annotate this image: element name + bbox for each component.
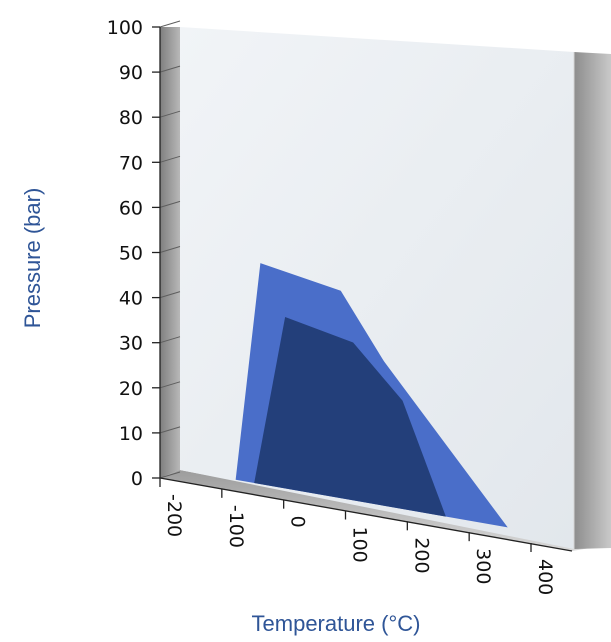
y-axis-ticks: 0 10 20 30 40 50 60 70 80 90 100 bbox=[107, 17, 160, 490]
x-axis-ticks: -200 -100 0 100 200 300 400 bbox=[159, 478, 556, 595]
side-wall-stripe bbox=[159, 110, 181, 118]
x-tick-label: 300 bbox=[472, 548, 494, 584]
y-tick-label: 90 bbox=[119, 62, 143, 84]
side-wall-stripe bbox=[159, 471, 181, 479]
y-tick-label: 20 bbox=[119, 378, 143, 400]
side-wall-stripe bbox=[159, 426, 181, 434]
side-wall-stripes bbox=[159, 20, 181, 479]
series-area-2 bbox=[254, 317, 446, 517]
y-tick-label: 70 bbox=[119, 152, 143, 174]
y-tick-label: 10 bbox=[119, 423, 143, 445]
y-tick-label: 50 bbox=[119, 243, 143, 265]
x-tick-label: -200 bbox=[163, 494, 185, 537]
x-tick-label: 100 bbox=[349, 527, 371, 563]
side-wall-stripe bbox=[159, 336, 181, 344]
side-wall-stripe bbox=[159, 291, 181, 299]
y-tick-label: 0 bbox=[131, 468, 143, 490]
side-wall-stripe bbox=[159, 155, 181, 163]
y-tick-label: 40 bbox=[119, 288, 143, 310]
side-wall-stripe bbox=[159, 246, 181, 253]
side-wall-stripe bbox=[159, 65, 181, 73]
floor-panel bbox=[160, 470, 590, 551]
y-axis-title: Pressure (bar) bbox=[20, 188, 45, 329]
x-tick-label: -100 bbox=[225, 505, 247, 548]
series-layer bbox=[235, 263, 508, 528]
y-tick-label: 30 bbox=[119, 333, 143, 355]
left-side-wall bbox=[160, 27, 180, 478]
side-wall-stripe bbox=[159, 20, 181, 28]
y-tick-label: 100 bbox=[107, 17, 143, 39]
x-axis-title: Temperature (°C) bbox=[252, 611, 421, 636]
y-tick-label: 80 bbox=[119, 107, 143, 129]
x-tick-label: 400 bbox=[534, 559, 556, 595]
y-tick-label: 60 bbox=[119, 197, 143, 219]
side-wall-stripe bbox=[159, 200, 181, 208]
x-tick-label: 0 bbox=[287, 516, 309, 528]
x-axis-line bbox=[159, 477, 573, 552]
side-wall-stripe bbox=[159, 381, 181, 389]
right-side-wall bbox=[574, 52, 611, 549]
x-tick-label: 200 bbox=[410, 537, 432, 573]
